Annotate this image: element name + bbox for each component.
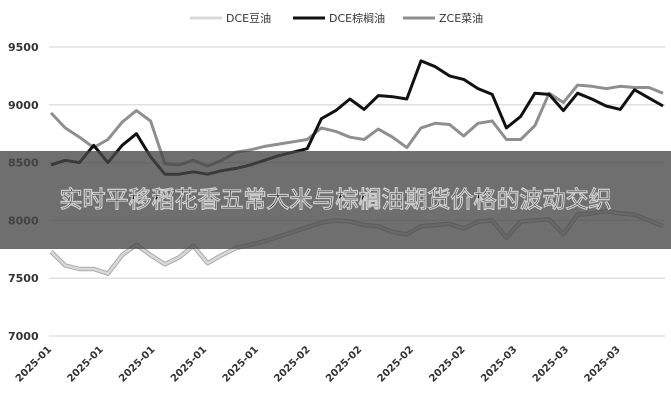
x-tick-label: 2025-01 xyxy=(117,344,157,384)
legend-label: DCE棕榈油 xyxy=(329,11,385,25)
x-tick-label: 2025-03 xyxy=(479,344,519,384)
x-tick-label: 2025-01 xyxy=(66,344,106,384)
x-tick-label: 2025-01 xyxy=(14,344,54,384)
x-tick-label: 2025-01 xyxy=(221,344,261,384)
x-tick-label: 2025-02 xyxy=(272,344,312,384)
x-tick-label: 2025-01 xyxy=(169,344,209,384)
legend-label: DCE豆油 xyxy=(226,11,271,25)
y-tick-label: 9000 xyxy=(8,99,39,112)
x-tick-label: 2025-02 xyxy=(376,344,416,384)
x-tick-label: 2025-03 xyxy=(583,344,623,384)
title-banner: 实时平移稻花香五常大米与棕榈油期货价格的波动交织 xyxy=(0,151,671,249)
x-tick-label: 2025-02 xyxy=(427,344,467,384)
y-tick-label: 9500 xyxy=(8,41,39,54)
banner-title: 实时平移稻花香五常大米与棕榈油期货价格的波动交织 xyxy=(59,187,612,214)
x-tick-label: 2025-03 xyxy=(531,344,571,384)
y-tick-label: 7000 xyxy=(8,330,39,343)
series-line-ZCE菜油 xyxy=(49,83,664,168)
legend-label: ZCE菜油 xyxy=(439,11,483,25)
y-tick-label: 7500 xyxy=(8,272,39,285)
x-tick-label: 2025-02 xyxy=(324,344,364,384)
